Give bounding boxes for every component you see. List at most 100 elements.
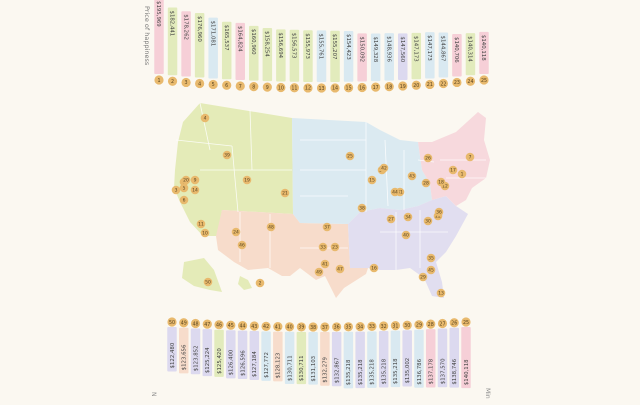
map-marker-label: 19 [244,178,250,184]
top-bar-value-label: $178,262 [182,14,188,40]
top-bar-value-label: $165,537 [223,25,229,51]
bottom-bar [449,327,459,388]
top-bar [425,32,435,79]
bottom-rank-number: 44 [240,323,246,329]
bottom-bar [273,331,283,382]
top-rank-badge [479,75,489,85]
top-rank-number: 4 [198,81,201,87]
bottom-rank-number: 41 [275,324,281,330]
top-rank-badge [357,82,367,93]
top-bar [398,33,408,80]
top-bar-value-label: $147,173 [412,36,418,62]
top-bar [330,30,340,82]
map-marker [403,212,413,222]
bottom-bar [284,331,295,385]
top-rank-badge [249,82,259,92]
map-marker [367,175,377,185]
bottom-rank-badge [226,320,236,330]
bottom-bar-value-label: $135,218 [381,358,387,384]
top-rank-number: 19 [400,84,406,90]
top-rank-number: 15 [346,86,352,92]
top-rank-badge [276,82,286,93]
map-marker [421,178,431,188]
bottom-bar-value-label: $125,224 [205,347,211,373]
map-marker-label: 37 [324,225,330,231]
top-rank-number: 1 [157,78,160,84]
top-bar [316,30,327,82]
bottom-rank-badge [167,317,177,327]
bottom-rank-number: 38 [310,325,316,331]
map-marker [266,222,276,232]
bottom-bar [202,329,213,377]
map-marker-label: 28 [423,181,429,187]
map-marker-label: 5 [183,186,186,192]
bottom-rank-badge [190,318,201,329]
top-bar [343,31,354,82]
map-marker-label: 49 [316,270,322,276]
top-rank-badge [208,79,218,90]
bottom-rank-badge [285,322,295,332]
bottom-bar-value-label: $126,596 [240,350,246,376]
map-marker [434,207,444,217]
bottom-rank-badge [320,322,330,332]
bottom-rank-badge [214,320,224,330]
map-marker-label: 3 [175,188,178,194]
top-rank-badge [330,83,340,93]
map-marker-label: 12 [442,184,448,190]
top-bar [167,7,178,76]
top-bar [452,34,462,77]
top-rank-number: 7 [239,84,242,90]
bottom-bar-value-label: $125,420 [217,348,223,374]
region-southwest [216,210,368,298]
map-marker-label: 46 [239,243,245,249]
bottom-rank-badge [390,321,401,331]
top-bar [221,21,232,80]
top-bar [154,0,164,74]
bottom-bar [390,330,401,388]
bottom-bar [308,331,318,385]
top-rank-badge [465,76,476,86]
top-bar [289,29,300,82]
bottom-rank-badge [437,318,448,329]
bottom-rank-badge [367,321,377,331]
map-marker [335,264,345,274]
bottom-rank-badge [426,319,436,329]
top-bar-value-label: $148,936 [385,36,391,62]
bottom-rank-number: 46 [216,322,222,328]
us-map [174,102,490,298]
bottom-rank-badge [202,319,212,329]
top-rank-badge [154,75,164,85]
top-bar [235,22,245,81]
bottom-bar [179,327,189,374]
bottom-bar-value-label: $127,772 [264,352,270,378]
bottom-rank-number: 25 [463,320,469,326]
bottom-rank-number: 42 [263,324,269,330]
map-marker-label: 44 [392,190,398,196]
bottom-axis-label-right: Min [484,388,491,399]
bottom-rank-number: 30 [404,323,410,329]
bottom-bar [249,331,260,380]
top-rank-number: 13 [318,86,324,92]
map-marker [357,203,367,213]
map-marker-label: 34 [405,215,411,221]
region-south [348,196,468,298]
top-rank-number: 5 [212,82,215,88]
bottom-bar-value-label: $135,218 [393,358,399,384]
map-marker-label: 45 [428,268,434,274]
bottom-bar-value-label: $138,746 [452,358,458,384]
bottom-rank-number: 29 [416,322,422,328]
bottom-bar [355,331,365,389]
map-marker-label: 17 [450,168,456,174]
map-marker-label: 13 [438,291,444,297]
map-marker [171,185,181,195]
top-bar-value-label: $158,254 [264,31,270,57]
map-marker [179,195,189,205]
map-marker [423,153,433,163]
bottom-rank-number: 37 [322,325,328,331]
bottom-rank-badge [249,321,259,331]
map-marker-label: 6 [183,198,186,204]
top-rank-number: 21 [427,82,433,88]
top-bar [438,32,449,78]
map-marker-label: 24 [233,230,239,236]
top-bar [370,33,381,82]
